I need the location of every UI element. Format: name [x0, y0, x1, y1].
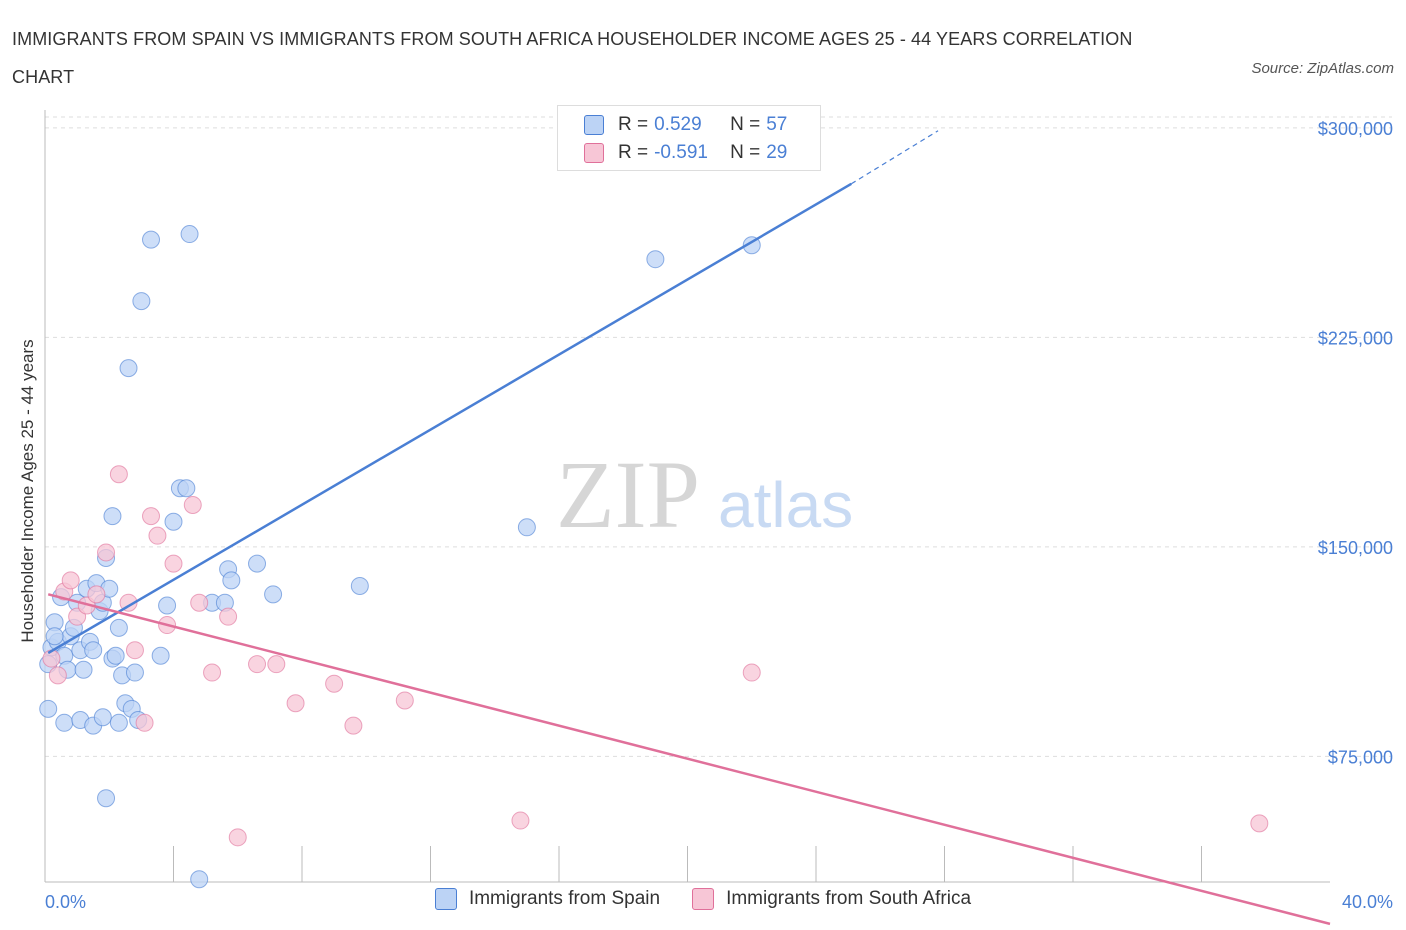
spain-point — [109, 713, 128, 732]
south-africa-point — [190, 593, 209, 612]
series-legend: Immigrants from Spain Immigrants from So… — [0, 888, 1406, 910]
x-tick-label: 40.0% — [1342, 892, 1393, 912]
spain-point — [350, 576, 369, 595]
south-africa-point — [42, 649, 61, 668]
legend-row-spain: R = 0.529 N = 57 — [584, 111, 787, 139]
spain-point — [142, 230, 161, 249]
south-africa-point — [267, 655, 286, 674]
spain-trendline-extension — [851, 130, 939, 185]
south-africa-point — [61, 571, 80, 590]
legend-row-south-africa: R = -0.591 N = 29 — [584, 139, 787, 167]
x-tick-label: 0.0% — [45, 892, 86, 912]
spain-trendline — [47, 182, 852, 655]
legend-swatch-spain — [584, 115, 604, 135]
south-africa-point — [183, 495, 202, 514]
y-tick-label: $300,000 — [1318, 119, 1393, 139]
spain-point — [106, 646, 125, 665]
y-tick-label: $150,000 — [1318, 538, 1393, 558]
spain-point — [74, 660, 93, 679]
spain-point — [646, 250, 665, 269]
source-label: Source: ZipAtlas.com — [1251, 60, 1394, 77]
series-label-spain: Immigrants from Spain — [468, 888, 661, 909]
legend-n-label: N = — [730, 142, 761, 163]
south-africa-point — [219, 607, 238, 626]
south-africa-point — [164, 554, 183, 573]
spain-point — [177, 479, 196, 498]
south-africa-point — [511, 811, 530, 830]
spain-point — [164, 512, 183, 531]
south-africa-trendline — [47, 593, 1331, 926]
spain-point — [84, 641, 103, 660]
spain-point — [132, 292, 151, 311]
south-africa-point — [142, 507, 161, 526]
south-africa-point — [203, 663, 222, 682]
spain-point — [109, 618, 128, 637]
y-tick-label: $225,000 — [1318, 328, 1393, 348]
spain-point — [180, 225, 199, 244]
spain-point — [264, 585, 283, 604]
series-legend-south-africa[interactable]: Immigrants from South Africa — [692, 888, 971, 910]
series-swatch-spain — [434, 888, 457, 910]
south-africa-point — [742, 663, 761, 682]
spain-point — [39, 699, 58, 718]
spain-point — [742, 236, 761, 255]
south-africa-point — [344, 716, 363, 735]
legend-n-value: 29 — [766, 142, 788, 163]
legend-n-label: N = — [730, 114, 761, 135]
south-africa-point — [395, 691, 414, 710]
south-africa-point — [325, 674, 344, 693]
series-swatch-south-africa — [692, 888, 715, 910]
south-africa-point — [1250, 814, 1269, 833]
spain-point — [222, 571, 241, 590]
watermark-atlas: atlas — [718, 469, 853, 541]
series-legend-spain[interactable]: Immigrants from Spain — [434, 888, 661, 910]
legend-r-value: -0.591 — [654, 142, 708, 163]
south-africa-point — [125, 641, 144, 660]
spain-point — [55, 713, 74, 732]
south-africa-point — [48, 666, 67, 685]
watermark-zip: ZIP — [556, 441, 700, 548]
chart-title: IMMIGRANTS FROM SPAIN VS IMMIGRANTS FROM… — [12, 29, 1133, 87]
south-africa-point — [109, 465, 128, 484]
spain-point — [97, 789, 116, 808]
south-africa-point — [248, 655, 267, 674]
south-africa-point — [87, 585, 106, 604]
south-africa-point — [286, 694, 305, 713]
legend-n-value: 57 — [766, 114, 788, 135]
legend-swatch-south-africa — [584, 143, 604, 163]
spain-point — [93, 708, 112, 727]
legend-r-label: R = — [618, 114, 649, 135]
spain-point — [517, 518, 536, 537]
correlation-legend: R = 0.529 N = 57 R = -0.591 N = 29 — [557, 105, 821, 171]
south-africa-point — [119, 593, 138, 612]
y-tick-label: $75,000 — [1328, 747, 1393, 767]
spain-point — [158, 596, 177, 615]
spain-point — [45, 627, 64, 646]
spain-point — [248, 554, 267, 573]
spain-point — [125, 663, 144, 682]
spain-point — [190, 870, 209, 889]
series-label-south-africa: Immigrants from South Africa — [726, 888, 972, 909]
legend-r-value: 0.529 — [654, 114, 702, 135]
spain-point — [119, 359, 138, 378]
spain-point — [103, 507, 122, 526]
spain-point — [151, 646, 170, 665]
south-africa-point — [97, 543, 116, 562]
south-africa-point — [148, 526, 167, 545]
legend-r-label: R = — [618, 142, 649, 163]
y-axis-label: Householder Income Ages 25 - 44 years — [18, 339, 37, 642]
south-africa-point — [228, 828, 247, 847]
south-africa-point — [135, 713, 154, 732]
